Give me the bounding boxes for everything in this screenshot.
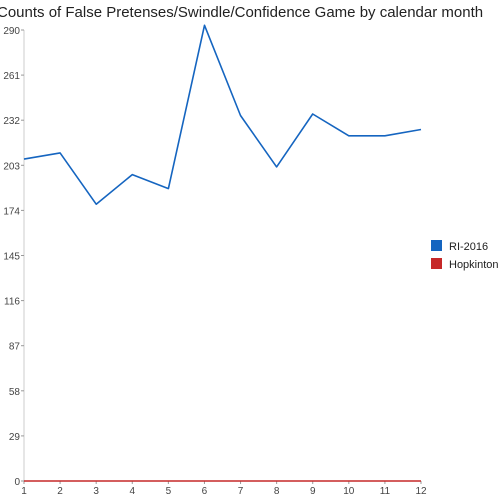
y-tick-label: 290 [3,26,20,37]
series-layer [23,24,422,482]
y-tick-label: 58 [9,387,21,398]
legend-label: RI-2016 [449,241,488,253]
y-tick-label: 145 [3,252,20,263]
y-tick-label: 203 [3,161,20,172]
x-tick-label: 1 [21,486,27,497]
y-tick-label: 174 [3,206,20,217]
legend-swatch [431,258,442,269]
legend: RI-2016 Hopkinton [431,240,499,271]
x-tick-label: 12 [415,486,427,497]
series-line-ri-2016 [23,24,422,205]
x-tick-label: 11 [380,486,391,497]
x-tick-label: 3 [93,486,99,497]
x-tick-label: 2 [57,486,63,497]
x-tick-label: 10 [343,486,355,497]
x-tick-label: 6 [202,486,208,497]
x-tick-label: 7 [238,486,244,497]
legend-label: Hopkinton [449,259,499,271]
x-tick-label: 5 [166,486,172,497]
y-tick-label: 232 [3,116,20,127]
x-tick-label: 9 [310,486,316,497]
chart-title: Counts of False Pretenses/Swindle/Confid… [0,4,483,21]
x-tick-label: 8 [274,486,280,497]
legend-swatch [431,240,442,251]
y-tick-label: 87 [9,342,21,353]
y-tick-label: 116 [4,297,20,308]
y-tick-label: 29 [9,432,21,443]
y-tick-label: 261 [3,71,20,82]
y-tick-label: 0 [14,477,20,488]
x-tick-label: 4 [129,486,135,497]
